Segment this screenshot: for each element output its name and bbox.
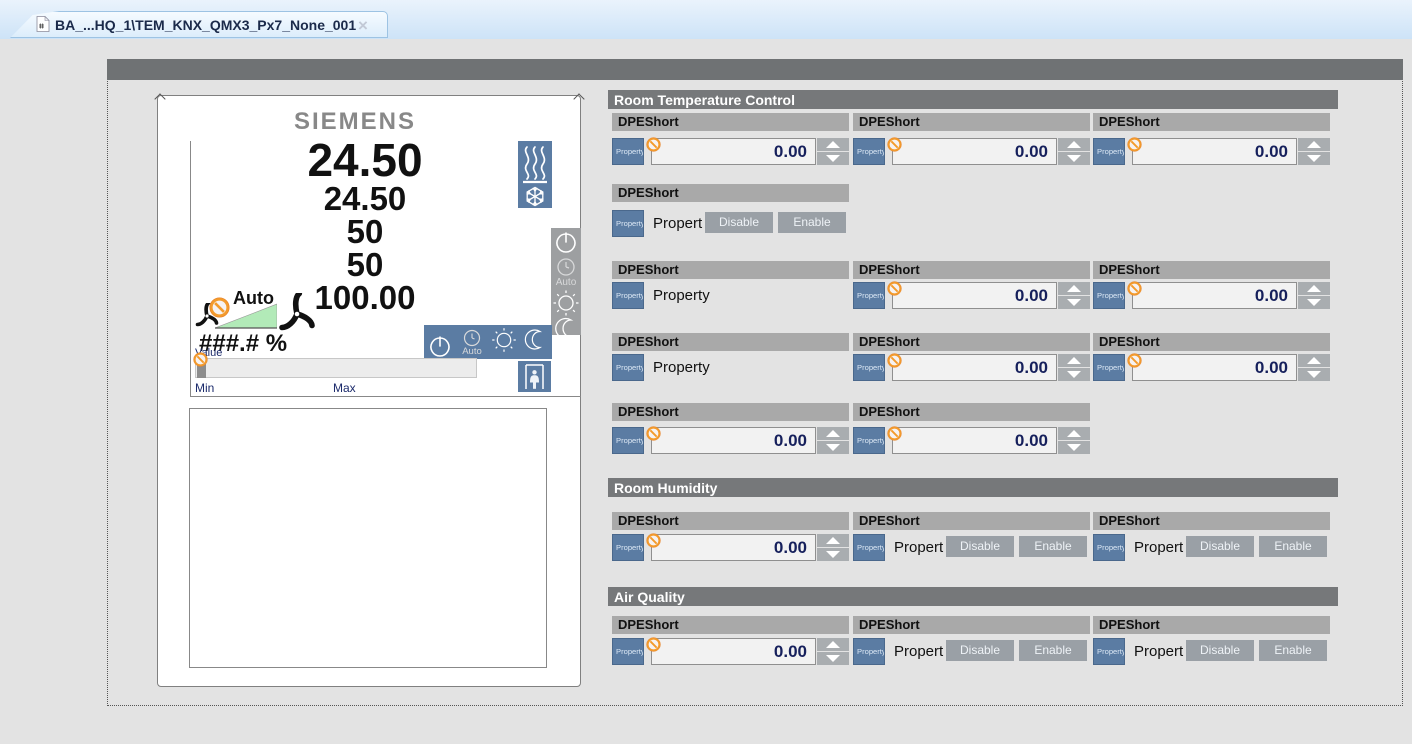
svg-text:Auto: Auto bbox=[462, 346, 482, 357]
svg-text:Auto: Auto bbox=[556, 277, 577, 288]
